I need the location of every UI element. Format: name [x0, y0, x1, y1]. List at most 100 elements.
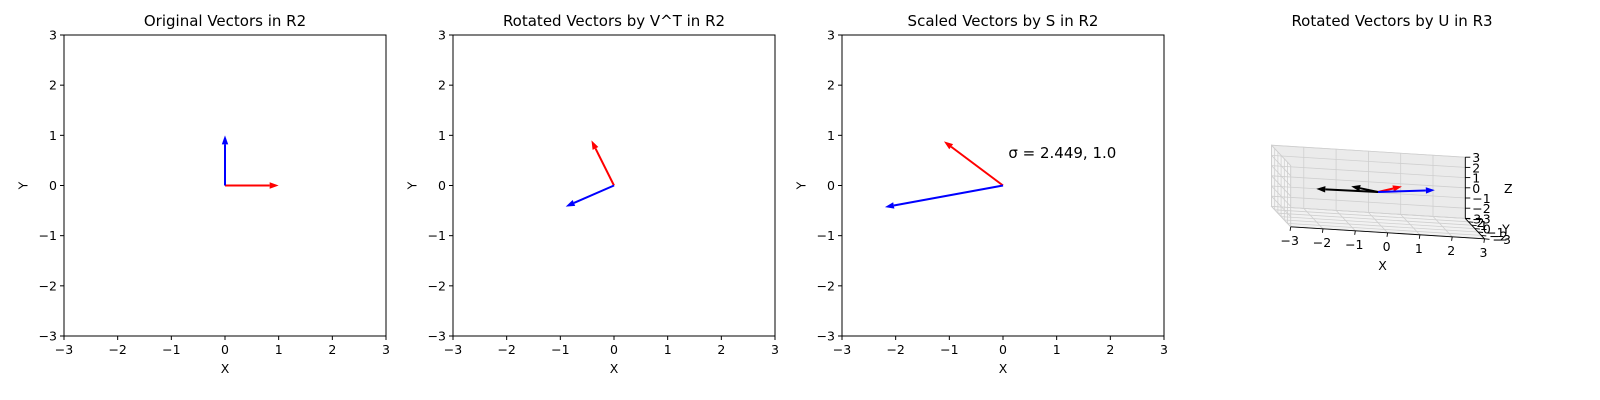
x-tick	[1483, 238, 1485, 243]
y-tick-label: −3	[817, 329, 835, 344]
y-tick-label: −2	[428, 278, 446, 293]
x-tick-label: −3	[55, 342, 73, 357]
x-tick-label: −2	[886, 342, 904, 357]
x-tick	[1289, 226, 1292, 231]
panel-4: Rotated Vectors by U in R3−3 −3−3−2 −2−2−1…	[1270, 12, 1513, 273]
x-tick-label: 0	[610, 342, 618, 357]
panel-3: Scaled Vectors by S in R2 −3−3 −2 −2 −1 −1 0 0 1…	[794, 12, 1168, 376]
grid-line	[1271, 144, 1291, 166]
chart-title: Rotated Vectors by V^T in R2	[503, 12, 725, 30]
x-tick-label: −1	[940, 342, 958, 357]
y-tick-label: 0	[827, 178, 835, 193]
grid-line	[1274, 209, 1469, 223]
y-tick-label: 1	[438, 128, 446, 143]
y-tick-label: −3	[428, 329, 446, 344]
y-tick-label: 2	[49, 78, 57, 93]
z-tick-label: −3	[1472, 211, 1490, 226]
y-tick-label: −1	[1486, 225, 1504, 240]
x-axis-label: X	[610, 361, 619, 376]
vector-arrow	[1351, 185, 1379, 193]
grid-line	[1271, 206, 1466, 219]
y-axis-label: Y	[1501, 222, 1510, 237]
y-tick-label: −1	[39, 228, 57, 243]
vector-arrow	[565, 184, 615, 207]
y-tick-label: 1	[49, 128, 57, 143]
y-tick-label: −3	[1493, 232, 1511, 247]
y-tick	[1471, 224, 1477, 227]
y-tick-label: 3	[49, 28, 57, 43]
x-tick-label: −2	[1313, 235, 1331, 250]
grid-line	[1271, 155, 1291, 177]
x-tick-label: 2	[328, 342, 336, 357]
chart-title: Original Vectors in R2	[144, 12, 306, 30]
z-tick-label: −1	[1472, 191, 1490, 206]
x-tick	[1451, 236, 1453, 241]
vector-arrow	[884, 184, 1004, 209]
y-tick-label: 3	[1473, 211, 1481, 226]
x-tick-label: −2	[108, 342, 126, 357]
y-axis-label: Y	[405, 181, 420, 190]
x-tick	[1321, 228, 1324, 233]
y-tick-label: −1	[817, 228, 835, 243]
x-tick-label: 2	[717, 342, 725, 357]
y-tick-label: 1	[827, 128, 835, 143]
x-tick-label: 2	[1447, 243, 1455, 258]
y-tick-label: −3	[39, 329, 57, 344]
x-tick-label: 3	[771, 342, 779, 357]
y-tick-label: 1	[1480, 218, 1488, 233]
x-tick-label: 1	[664, 342, 672, 357]
vector-arrow	[1316, 186, 1379, 193]
x-axis-label: X	[999, 361, 1008, 376]
x-tick-label: 0	[221, 342, 229, 357]
y-axis-label: Y	[16, 181, 31, 190]
x-tick-label: 0	[999, 342, 1007, 357]
y-tick-label: 2	[827, 78, 835, 93]
z-tick-label: 0	[1472, 181, 1480, 196]
grid-line	[1271, 155, 1466, 168]
panel-1: Original Vectors in R2 −3−3 −2 −2 −1 −1 0 0 1 1 2 2…	[16, 12, 390, 376]
x-tick-label: 0	[1383, 239, 1391, 254]
x-tick-label: 3	[1160, 342, 1168, 357]
grid-line	[1271, 144, 1466, 158]
z-tick-label: 2	[1472, 160, 1480, 175]
x-tick-label: −3	[833, 342, 851, 357]
x-tick-label: 3	[382, 342, 390, 357]
y-tick-label: −2	[817, 278, 835, 293]
y-tick-label: 0	[438, 178, 446, 193]
x-tick-label: −1	[551, 342, 569, 357]
y-tick-label: 0	[1483, 222, 1491, 237]
y-tick-label: −1	[428, 228, 446, 243]
y-tick-label: 3	[827, 28, 835, 43]
x-tick-label: 3	[1480, 245, 1488, 260]
x-tick-label: −2	[497, 342, 515, 357]
x-tick-label: −3	[1280, 233, 1298, 248]
x-tick	[1418, 234, 1421, 239]
y-tick-label: −2	[39, 278, 57, 293]
y-tick-label: 3	[438, 28, 446, 43]
x-tick-label: 2	[1106, 342, 1114, 357]
z-axis-label: Z	[1504, 181, 1513, 196]
y-tick-label: 0	[49, 178, 57, 193]
y-tick-label: 2	[438, 78, 446, 93]
y-tick	[1484, 238, 1490, 240]
z-tick-label: 3	[1472, 150, 1480, 165]
vector-arrow	[943, 141, 1004, 187]
x-axis-label: X	[1378, 258, 1387, 273]
y-axis-label: Y	[794, 181, 809, 190]
y-tick	[1474, 228, 1480, 230]
x-tick-label: 1	[1053, 342, 1061, 357]
y-tick-label: 2	[1477, 215, 1485, 230]
y-tick	[1468, 221, 1474, 223]
panel-2: Rotated Vectors by V^T in R2 −3−3 −2 −2 −1 −1…	[405, 12, 779, 376]
x-tick	[1354, 230, 1356, 235]
x-tick-label: 1	[1415, 241, 1423, 256]
chart-title: Scaled Vectors by S in R2	[908, 12, 1099, 30]
x-tick-label: −1	[1345, 237, 1363, 252]
vector-arrow	[591, 140, 615, 186]
y-tick	[1481, 234, 1487, 237]
x-tick	[1386, 232, 1389, 237]
vector-arrow	[221, 135, 229, 186]
z-tick-label: −2	[1472, 201, 1490, 216]
x-tick-label: 1	[275, 342, 283, 357]
